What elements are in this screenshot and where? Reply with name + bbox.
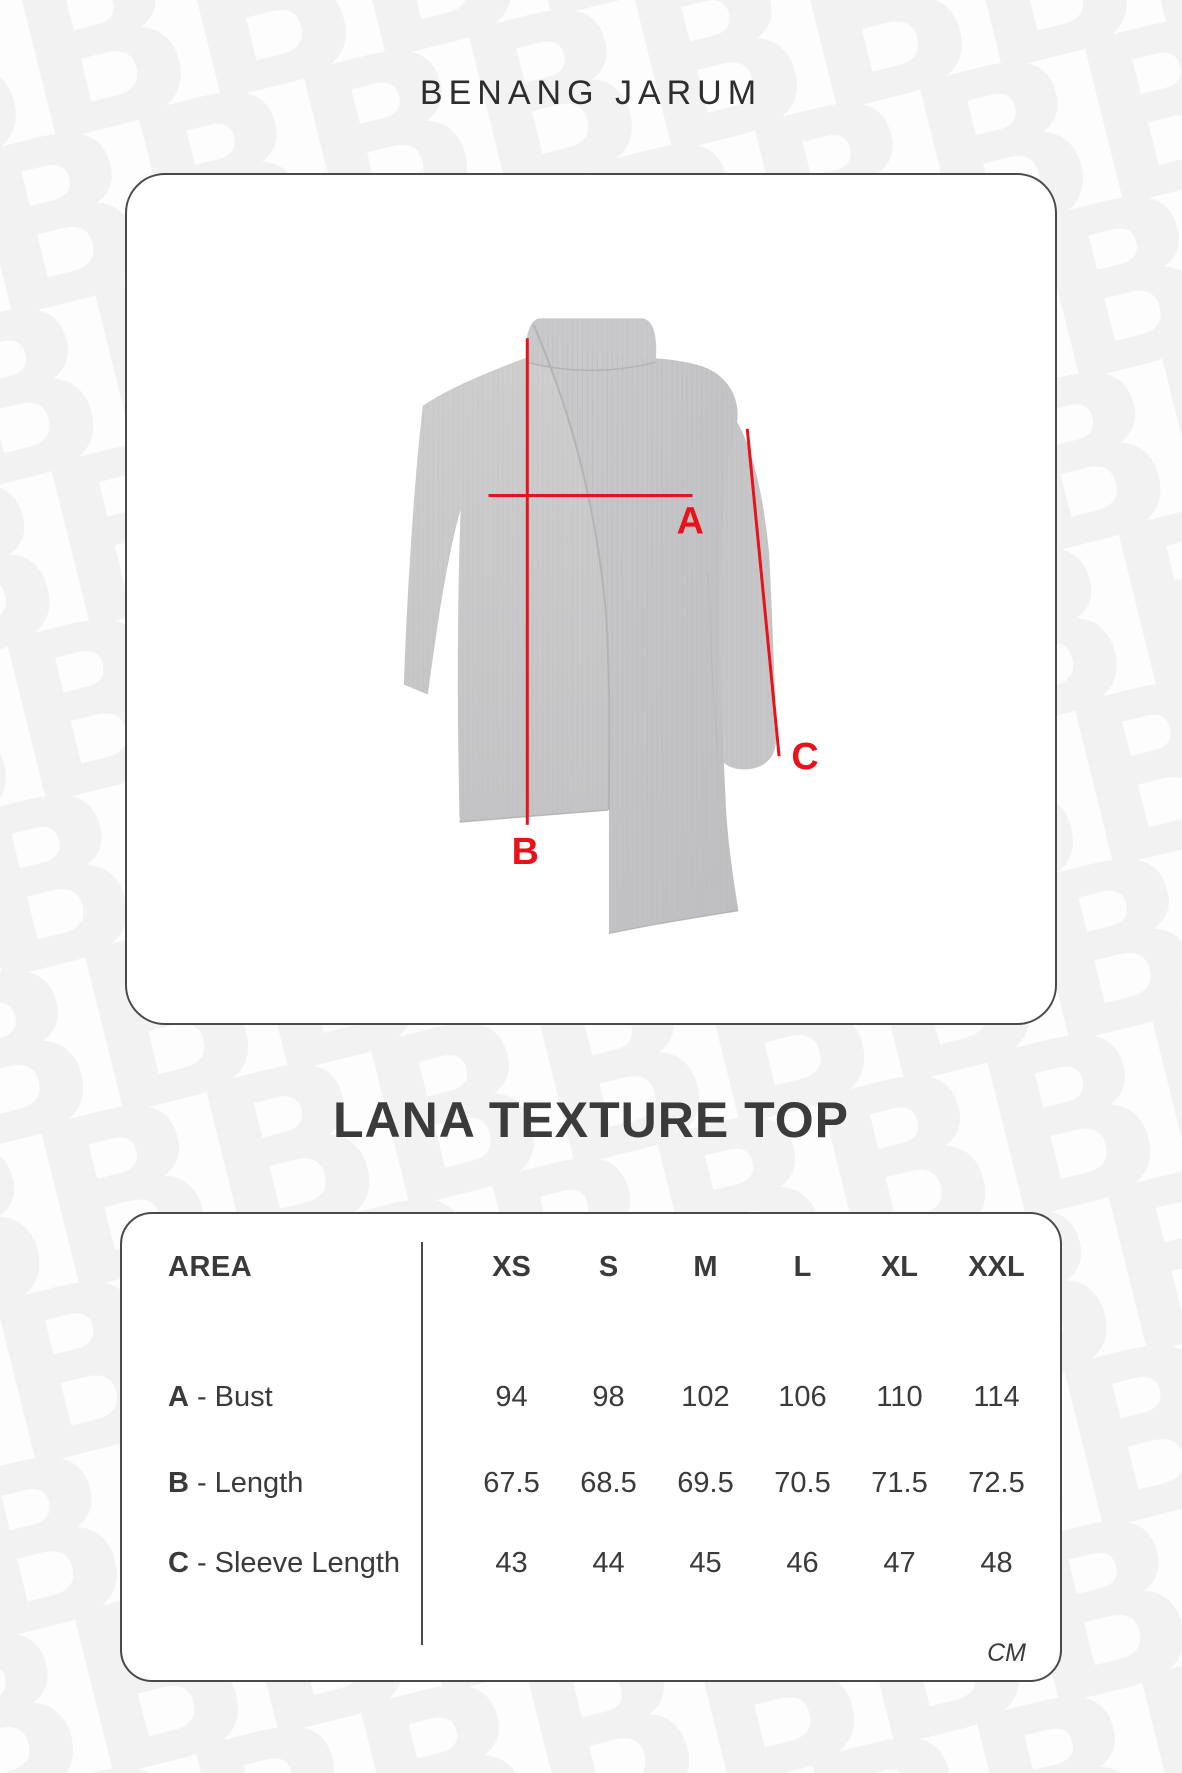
cell-value: 106 — [778, 1381, 827, 1413]
row-name: Bust — [214, 1381, 273, 1413]
size-header-xs: XS — [492, 1251, 531, 1283]
row-separator: - — [196, 1547, 207, 1579]
product-title: LANA TEXTURE TOP — [332, 1092, 850, 1148]
cell-value: 69.5 — [677, 1467, 734, 1499]
brand-name: BENANG JARUM — [419, 74, 763, 112]
size-header-m: M — [693, 1251, 718, 1283]
row-letter: A — [168, 1381, 189, 1413]
cell-value: 46 — [786, 1547, 819, 1579]
cell-value: 67.5 — [483, 1467, 540, 1499]
cell-value: 110 — [876, 1381, 923, 1413]
size-header-xxl: XXL — [968, 1251, 1025, 1283]
row-label: A - Bust — [122, 1377, 423, 1417]
size-chart-header-row: AREA XS S M L XL XXL — [122, 1247, 1060, 1287]
size-header-l: L — [793, 1251, 812, 1283]
unit-label: CM — [987, 1639, 1026, 1667]
row-label: C - Sleeve Length — [122, 1543, 423, 1583]
size-chart-card: AREA XS S M L XL XXL A - Bust 94 98 102 10… — [120, 1212, 1062, 1682]
cell-value: 68.5 — [580, 1467, 637, 1499]
table-row-bust: A - Bust 94 98 102 106 110 114 — [122, 1377, 1060, 1417]
product-image-card: A B C — [125, 173, 1057, 1025]
cell-value: 48 — [980, 1547, 1013, 1579]
cell-value: 114 — [973, 1381, 1020, 1413]
cell-value: 102 — [681, 1381, 730, 1413]
measure-label-b: B — [512, 831, 539, 873]
cell-value: 44 — [592, 1547, 625, 1579]
size-header-xl: XL — [880, 1251, 919, 1283]
row-letter: B — [168, 1467, 189, 1499]
measure-line-c — [745, 428, 781, 757]
table-row-length: B - Length 67.5 68.5 69.5 70.5 71.5 72.5 — [122, 1463, 1060, 1503]
measurement-lines — [488, 338, 781, 825]
row-letter: C — [168, 1547, 189, 1579]
cell-value: 43 — [495, 1547, 528, 1579]
row-name: Length — [214, 1467, 304, 1499]
cell-value: 72.5 — [968, 1467, 1025, 1499]
garment-rib-texture — [403, 318, 777, 934]
cell-value: 71.5 — [871, 1467, 928, 1499]
row-label: B - Length — [122, 1463, 423, 1503]
row-separator: - — [196, 1381, 207, 1413]
size-header-s: S — [598, 1251, 619, 1283]
cell-value: 47 — [883, 1547, 916, 1579]
garment-measurement-diagram: A B C — [403, 318, 819, 935]
table-row-sleeve-length: C - Sleeve Length 43 44 45 46 47 48 — [122, 1543, 1060, 1583]
cell-value: 94 — [495, 1381, 528, 1413]
cell-value: 45 — [689, 1547, 722, 1579]
measure-label-c: C — [791, 736, 818, 778]
cell-value: 70.5 — [774, 1467, 831, 1499]
measure-label-a: A — [677, 500, 704, 542]
row-name: Sleeve Length — [214, 1547, 401, 1579]
cell-value: 98 — [592, 1381, 625, 1413]
row-separator: - — [196, 1467, 207, 1499]
size-chart-divider — [421, 1242, 423, 1645]
area-header: AREA — [168, 1251, 253, 1283]
